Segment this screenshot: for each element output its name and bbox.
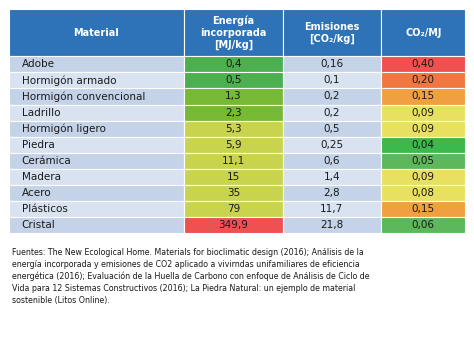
Text: 0,2: 0,2 [324, 108, 340, 118]
Text: 2,3: 2,3 [225, 108, 242, 118]
Text: Energía
incorporada
[MJ/kg]: Energía incorporada [MJ/kg] [201, 16, 267, 50]
Text: Hormigón convencional: Hormigón convencional [22, 91, 145, 102]
FancyBboxPatch shape [184, 72, 283, 88]
FancyBboxPatch shape [283, 185, 381, 201]
Text: Cristal: Cristal [22, 220, 55, 231]
FancyBboxPatch shape [381, 137, 465, 153]
FancyBboxPatch shape [283, 169, 381, 185]
Text: 35: 35 [227, 188, 240, 198]
FancyBboxPatch shape [283, 153, 381, 169]
Text: 5,3: 5,3 [225, 124, 242, 134]
Text: Plásticos: Plásticos [22, 204, 68, 214]
FancyBboxPatch shape [381, 105, 465, 121]
Text: 0,5: 0,5 [324, 124, 340, 134]
Text: Emisiones
[CO₂/kg]: Emisiones [CO₂/kg] [304, 22, 359, 43]
FancyBboxPatch shape [381, 56, 465, 72]
Text: 0,08: 0,08 [412, 188, 435, 198]
Text: 0,16: 0,16 [320, 59, 343, 69]
FancyBboxPatch shape [9, 72, 184, 88]
Text: Cerámica: Cerámica [22, 156, 72, 166]
FancyBboxPatch shape [9, 137, 184, 153]
Text: Adobe: Adobe [22, 59, 55, 69]
FancyBboxPatch shape [381, 153, 465, 169]
Text: Hormigón armado: Hormigón armado [22, 75, 116, 85]
Text: CO₂/MJ: CO₂/MJ [405, 28, 441, 38]
Text: Ladrillo: Ladrillo [22, 108, 60, 118]
FancyBboxPatch shape [9, 217, 184, 233]
FancyBboxPatch shape [184, 56, 283, 72]
Text: 0,15: 0,15 [411, 92, 435, 101]
FancyBboxPatch shape [184, 121, 283, 137]
Text: Fuentes: The New Ecological Home. Materials for bioclimatic design (2016); Análi: Fuentes: The New Ecological Home. Materi… [12, 248, 369, 305]
Text: Hormigón ligero: Hormigón ligero [22, 123, 106, 134]
Text: 0,05: 0,05 [412, 156, 435, 166]
Text: Piedra: Piedra [22, 140, 55, 150]
FancyBboxPatch shape [381, 121, 465, 137]
FancyBboxPatch shape [9, 185, 184, 201]
FancyBboxPatch shape [283, 105, 381, 121]
Text: 0,5: 0,5 [225, 75, 242, 85]
Text: 79: 79 [227, 204, 240, 214]
Text: 0,09: 0,09 [412, 124, 435, 134]
Text: 0,25: 0,25 [320, 140, 343, 150]
FancyBboxPatch shape [184, 169, 283, 185]
FancyBboxPatch shape [381, 169, 465, 185]
Text: 0,4: 0,4 [225, 59, 242, 69]
Text: 11,7: 11,7 [320, 204, 344, 214]
FancyBboxPatch shape [9, 121, 184, 137]
FancyBboxPatch shape [283, 88, 381, 105]
Text: 349,9: 349,9 [219, 220, 248, 231]
Text: 0,40: 0,40 [412, 59, 435, 69]
FancyBboxPatch shape [381, 72, 465, 88]
FancyBboxPatch shape [381, 9, 465, 56]
FancyBboxPatch shape [381, 201, 465, 217]
FancyBboxPatch shape [381, 88, 465, 105]
Text: 0,6: 0,6 [324, 156, 340, 166]
Text: Acero: Acero [22, 188, 51, 198]
Text: 0,1: 0,1 [324, 75, 340, 85]
Text: 11,1: 11,1 [222, 156, 245, 166]
Text: 1,3: 1,3 [225, 92, 242, 101]
FancyBboxPatch shape [9, 105, 184, 121]
Text: Material: Material [73, 28, 119, 38]
FancyBboxPatch shape [283, 201, 381, 217]
Text: 21,8: 21,8 [320, 220, 344, 231]
Text: 2,8: 2,8 [323, 188, 340, 198]
FancyBboxPatch shape [184, 9, 283, 56]
FancyBboxPatch shape [184, 137, 283, 153]
FancyBboxPatch shape [283, 217, 381, 233]
FancyBboxPatch shape [184, 88, 283, 105]
FancyBboxPatch shape [381, 217, 465, 233]
Text: 0,20: 0,20 [412, 75, 435, 85]
FancyBboxPatch shape [184, 201, 283, 217]
Text: 0,06: 0,06 [412, 220, 435, 231]
FancyBboxPatch shape [184, 153, 283, 169]
Text: 0,09: 0,09 [412, 108, 435, 118]
Text: 0,15: 0,15 [411, 204, 435, 214]
Text: 5,9: 5,9 [225, 140, 242, 150]
Text: 1,4: 1,4 [323, 172, 340, 182]
FancyBboxPatch shape [9, 169, 184, 185]
FancyBboxPatch shape [184, 217, 283, 233]
FancyBboxPatch shape [9, 88, 184, 105]
FancyBboxPatch shape [381, 185, 465, 201]
Text: 15: 15 [227, 172, 240, 182]
FancyBboxPatch shape [283, 9, 381, 56]
FancyBboxPatch shape [184, 185, 283, 201]
FancyBboxPatch shape [9, 56, 184, 72]
FancyBboxPatch shape [283, 137, 381, 153]
FancyBboxPatch shape [283, 56, 381, 72]
FancyBboxPatch shape [9, 201, 184, 217]
FancyBboxPatch shape [283, 72, 381, 88]
FancyBboxPatch shape [9, 9, 184, 56]
FancyBboxPatch shape [184, 105, 283, 121]
Text: 0,2: 0,2 [324, 92, 340, 101]
Text: 0,04: 0,04 [412, 140, 435, 150]
FancyBboxPatch shape [283, 121, 381, 137]
Text: 0,09: 0,09 [412, 172, 435, 182]
FancyBboxPatch shape [9, 153, 184, 169]
Text: Madera: Madera [22, 172, 61, 182]
